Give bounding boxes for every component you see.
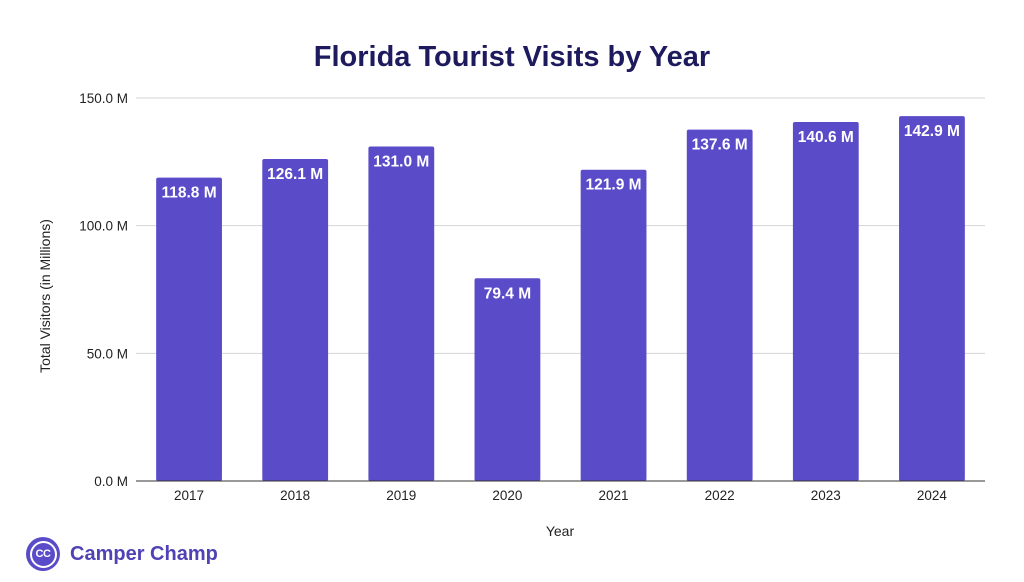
bar-2023 [792, 122, 859, 481]
bar-2020 [474, 278, 541, 481]
y-tick-label: 150.0 M [79, 91, 128, 106]
camper-champ-logo-icon: CC [26, 537, 60, 571]
bar-2021 [580, 169, 647, 482]
x-tick-label: 2023 [811, 488, 841, 503]
chart-title: Florida Tourist Visits by Year [314, 41, 710, 73]
y-axis-ticks: 0.0 M 50.0 M 100.0 M 150.0 M [79, 91, 128, 489]
x-tick-label: 2018 [280, 488, 310, 503]
data-label-2021: 121.9 M [586, 177, 642, 194]
data-label-2019: 131.0 M [373, 154, 429, 171]
y-tick-label: 0.0 M [94, 474, 128, 489]
x-tick-label: 2020 [492, 488, 522, 503]
bar-2024 [899, 116, 965, 482]
brand-name: Camper Champ [70, 542, 218, 565]
bars: 118.8 M 126.1 M 131.0 M 79.4 M 121.9 M 137.6 … [156, 116, 965, 482]
bar-2017 [156, 177, 222, 481]
y-tick-label: 50.0 M [87, 346, 128, 361]
data-label-2024: 142.9 M [904, 123, 960, 140]
y-axis-label: Total Visitors (in Millions) [37, 219, 53, 373]
y-tick-label: 100.0 M [79, 219, 128, 234]
bar-2018 [262, 159, 329, 482]
x-axis-ticks: 2017 2018 2019 2020 2021 2022 2023 2024 [174, 488, 947, 503]
data-label-2023: 140.6 M [798, 129, 854, 146]
x-tick-label: 2021 [599, 488, 629, 503]
x-tick-label: 2022 [705, 488, 735, 503]
x-tick-label: 2019 [386, 488, 416, 503]
x-axis-label: Year [546, 523, 575, 539]
data-label-2018: 126.1 M [267, 166, 323, 183]
data-label-2020: 79.4 M [484, 285, 531, 302]
x-tick-label: 2024 [917, 488, 948, 503]
x-tick-label: 2017 [174, 488, 204, 503]
bar-2019 [368, 146, 435, 481]
bar-2022 [686, 129, 753, 482]
data-label-2017: 118.8 M [161, 185, 216, 202]
brand: CC Camper Champ [26, 537, 218, 571]
brand-logo-text: CC [29, 540, 57, 568]
data-label-2022: 137.6 M [692, 137, 748, 154]
